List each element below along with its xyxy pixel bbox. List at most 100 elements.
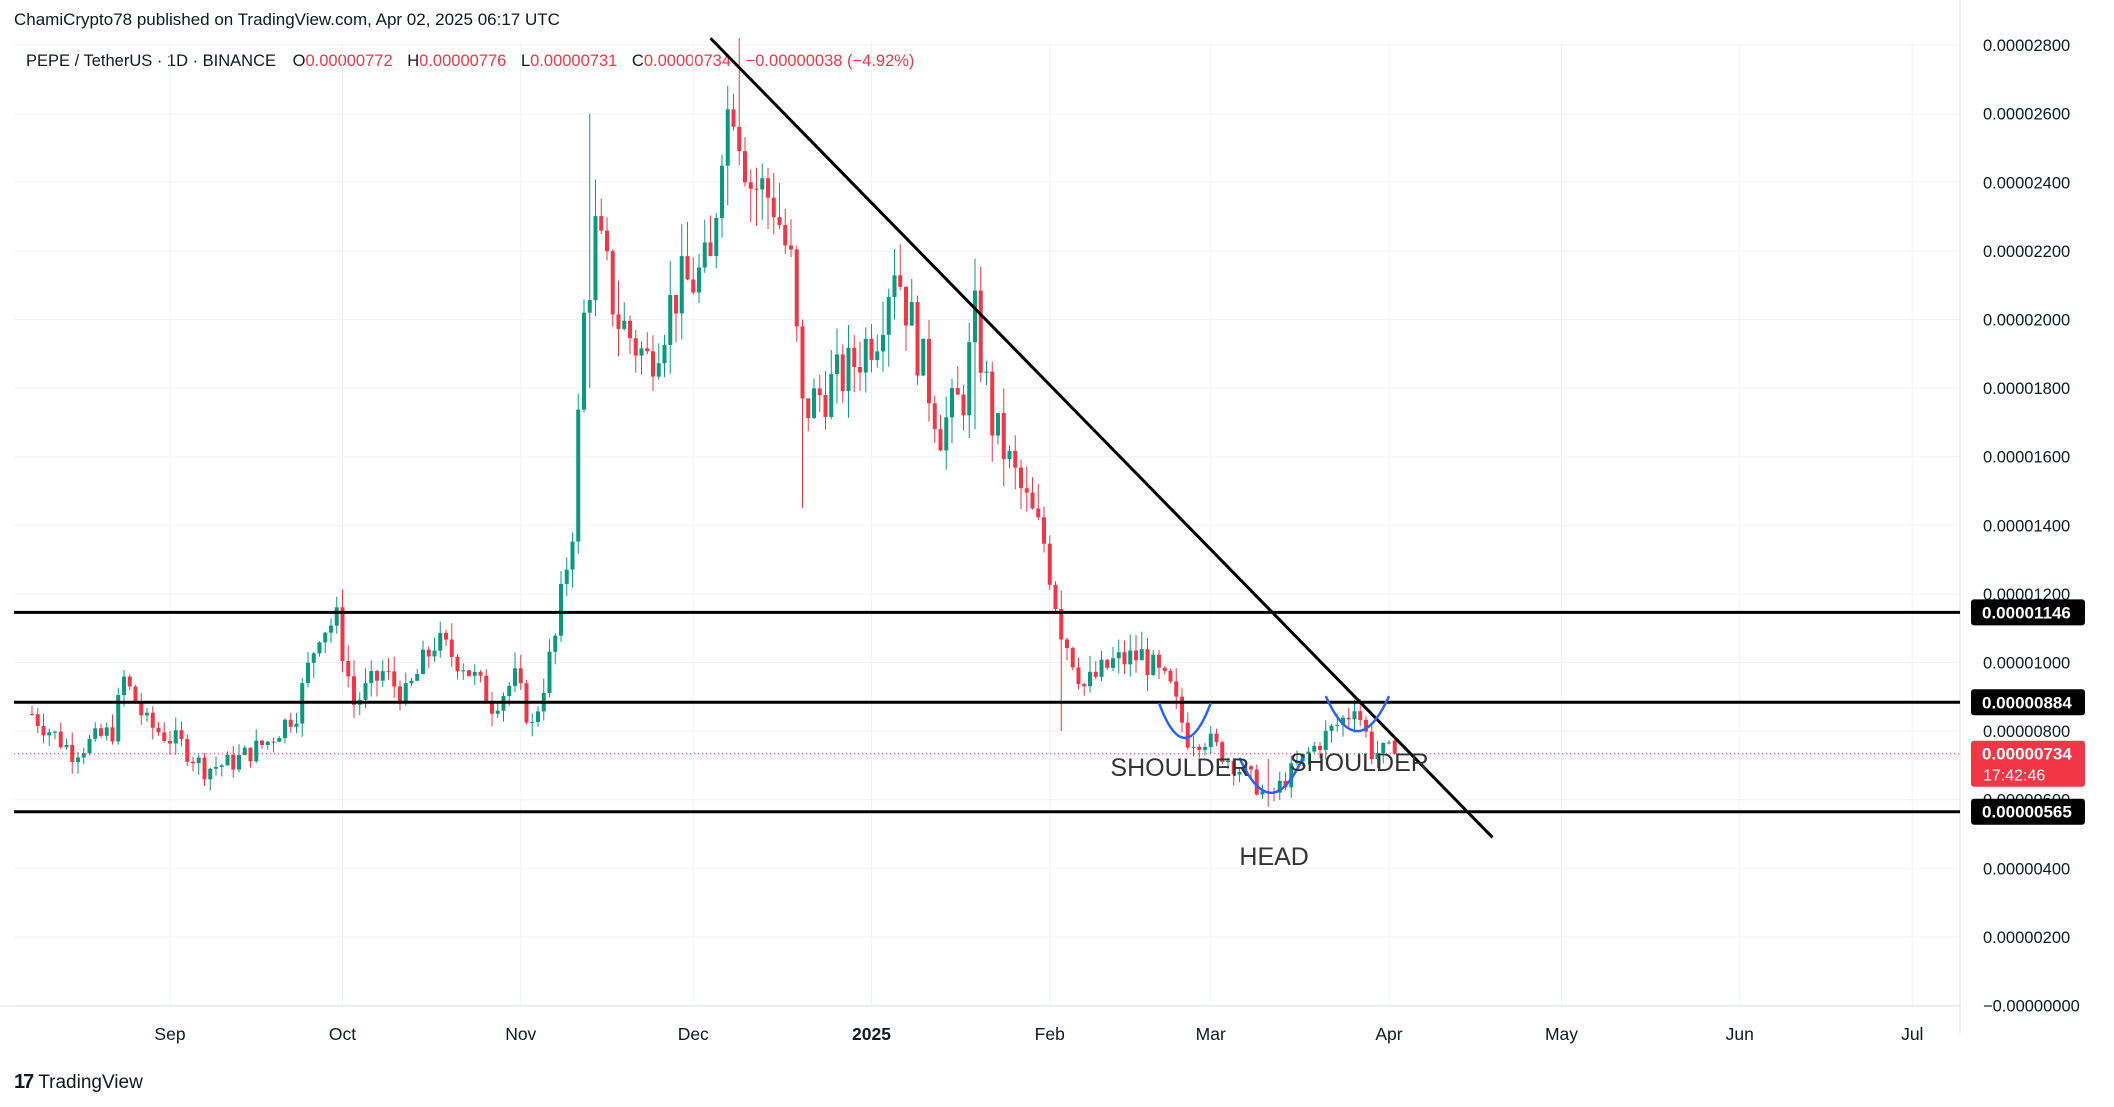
candle[interactable] <box>237 744 241 773</box>
candle[interactable] <box>737 38 742 166</box>
candle[interactable] <box>777 183 782 230</box>
candle[interactable] <box>1369 724 1374 765</box>
candle[interactable] <box>950 378 954 444</box>
candle[interactable] <box>248 747 253 768</box>
candle[interactable] <box>921 338 926 377</box>
candle[interactable] <box>1065 637 1069 661</box>
candle[interactable] <box>1139 631 1144 661</box>
candle[interactable] <box>835 328 839 404</box>
candle[interactable] <box>593 179 598 317</box>
candle[interactable] <box>1214 728 1219 747</box>
candle[interactable] <box>1226 757 1230 770</box>
candle[interactable] <box>1093 661 1098 680</box>
candle[interactable] <box>81 747 86 765</box>
candle[interactable] <box>30 705 34 716</box>
candle[interactable] <box>656 343 661 380</box>
candle[interactable] <box>231 745 236 778</box>
candle[interactable] <box>1076 657 1081 690</box>
candle[interactable] <box>783 208 788 254</box>
candle[interactable] <box>1197 744 1202 758</box>
candle[interactable] <box>846 325 851 418</box>
candle[interactable] <box>323 632 328 654</box>
candle[interactable] <box>1053 581 1058 612</box>
candle[interactable] <box>1013 435 1018 490</box>
candle[interactable] <box>559 571 563 642</box>
candle[interactable] <box>1157 649 1161 679</box>
candle[interactable] <box>501 692 506 722</box>
candle[interactable] <box>553 633 558 665</box>
candle[interactable] <box>1329 723 1334 743</box>
candle[interactable] <box>1312 741 1317 754</box>
candle[interactable] <box>1168 668 1173 684</box>
candle[interactable] <box>277 735 282 742</box>
candle[interactable] <box>955 366 960 395</box>
candle[interactable] <box>1231 758 1236 786</box>
candle[interactable] <box>346 645 351 688</box>
candle[interactable] <box>421 640 425 675</box>
candle[interactable] <box>1341 715 1345 737</box>
candle[interactable] <box>64 738 69 750</box>
candle[interactable] <box>817 374 822 412</box>
candle[interactable] <box>530 713 535 737</box>
candle[interactable] <box>829 349 834 420</box>
candle[interactable] <box>145 707 149 722</box>
candle[interactable] <box>1099 650 1104 681</box>
candle[interactable] <box>587 113 592 389</box>
last-price-tag[interactable] <box>1971 740 2085 787</box>
candle[interactable] <box>432 637 437 662</box>
candle[interactable] <box>645 332 650 355</box>
candle[interactable] <box>616 280 621 357</box>
candle[interactable] <box>329 618 333 643</box>
candle[interactable] <box>294 712 299 734</box>
time-axis[interactable]: Sep Oct Nov Dec 2025 Feb Mar Apr May Jun Jul <box>154 1024 1923 1044</box>
candle[interactable] <box>35 707 40 734</box>
candle[interactable] <box>513 652 517 692</box>
candle[interactable] <box>1295 750 1299 766</box>
candle[interactable] <box>478 670 483 683</box>
candle[interactable] <box>978 266 983 383</box>
candle[interactable] <box>1024 466 1029 512</box>
candle[interactable] <box>1254 764 1259 796</box>
candle[interactable] <box>1306 747 1311 765</box>
candle[interactable] <box>191 756 195 772</box>
candle[interactable] <box>754 167 759 226</box>
candle[interactable] <box>1070 646 1075 671</box>
candle[interactable] <box>691 257 696 295</box>
candle[interactable] <box>938 414 943 452</box>
candle[interactable] <box>1203 743 1207 756</box>
candle[interactable] <box>823 371 828 430</box>
candle[interactable] <box>87 735 92 756</box>
candle[interactable] <box>1220 740 1225 765</box>
candle[interactable] <box>674 294 678 343</box>
candle[interactable] <box>564 557 569 596</box>
candle[interactable] <box>990 361 995 462</box>
candle[interactable] <box>731 93 736 131</box>
candle[interactable] <box>1208 726 1213 754</box>
candle[interactable] <box>1162 666 1167 675</box>
candle[interactable] <box>386 658 391 680</box>
candle[interactable] <box>47 728 52 746</box>
candle[interactable] <box>1191 736 1196 757</box>
candle[interactable] <box>1019 459 1023 510</box>
candle[interactable] <box>915 295 920 385</box>
candle[interactable] <box>1237 767 1242 783</box>
candle[interactable] <box>127 674 132 691</box>
candle[interactable] <box>225 751 230 766</box>
candle[interactable] <box>369 660 374 697</box>
candle[interactable] <box>1381 742 1386 764</box>
horizontal-levels[interactable] <box>14 610 1960 814</box>
candle[interactable] <box>156 721 161 736</box>
candle[interactable] <box>570 532 575 588</box>
candle[interactable] <box>1001 388 1006 487</box>
candle[interactable] <box>662 334 667 378</box>
candle[interactable] <box>104 722 109 741</box>
candle[interactable] <box>748 169 753 223</box>
candle[interactable] <box>1185 712 1190 750</box>
candle[interactable] <box>766 167 770 230</box>
candle[interactable] <box>139 693 144 725</box>
candle[interactable] <box>162 722 167 743</box>
candle[interactable] <box>1122 640 1127 675</box>
candle[interactable] <box>484 669 489 704</box>
candle[interactable] <box>651 335 655 391</box>
